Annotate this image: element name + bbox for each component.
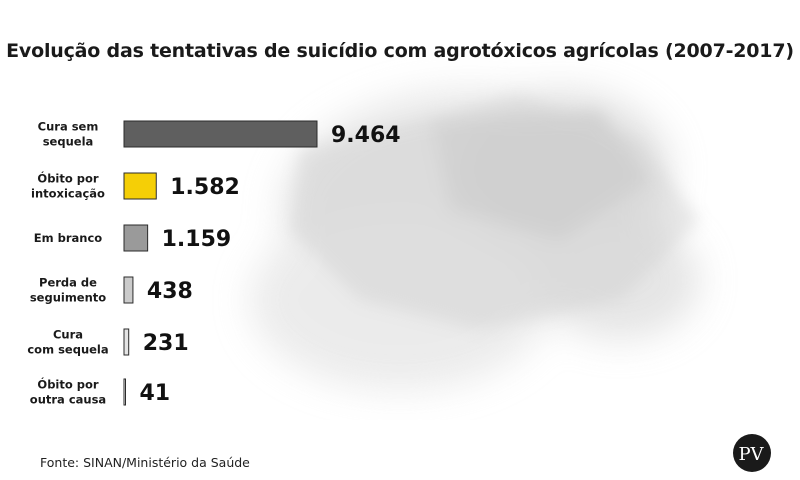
category-label: sequela (43, 135, 94, 149)
category-label: Cura sem (38, 120, 99, 134)
category-label: seguimento (30, 291, 106, 305)
category-label: outra causa (30, 393, 106, 407)
value-label: 9.464 (331, 123, 401, 148)
category-label: Perda de (39, 276, 97, 290)
value-label: 41 (140, 381, 171, 406)
category-label: Óbito por (37, 377, 98, 392)
bar (123, 172, 157, 200)
bar (123, 276, 134, 304)
category-label: Óbito por (37, 171, 98, 186)
bar (123, 378, 126, 406)
value-label: 1.159 (162, 227, 232, 252)
bar (123, 224, 149, 252)
bar (123, 120, 318, 148)
source-note: Fonte: SINAN/Ministério da Saúde (40, 455, 250, 470)
category-label: com sequela (27, 343, 108, 357)
value-label: 1.582 (170, 175, 240, 200)
category-label: Em branco (34, 231, 103, 245)
category-label: intoxicação (31, 187, 105, 201)
value-label: 438 (147, 279, 193, 304)
category-label: Cura (53, 328, 83, 342)
logo-text: PV (738, 444, 764, 465)
chart-title: Evolução das tentativas de suicídio com … (6, 40, 794, 62)
pv-logo-icon: PV (733, 434, 771, 472)
bar (123, 328, 130, 356)
value-label: 231 (143, 331, 189, 356)
